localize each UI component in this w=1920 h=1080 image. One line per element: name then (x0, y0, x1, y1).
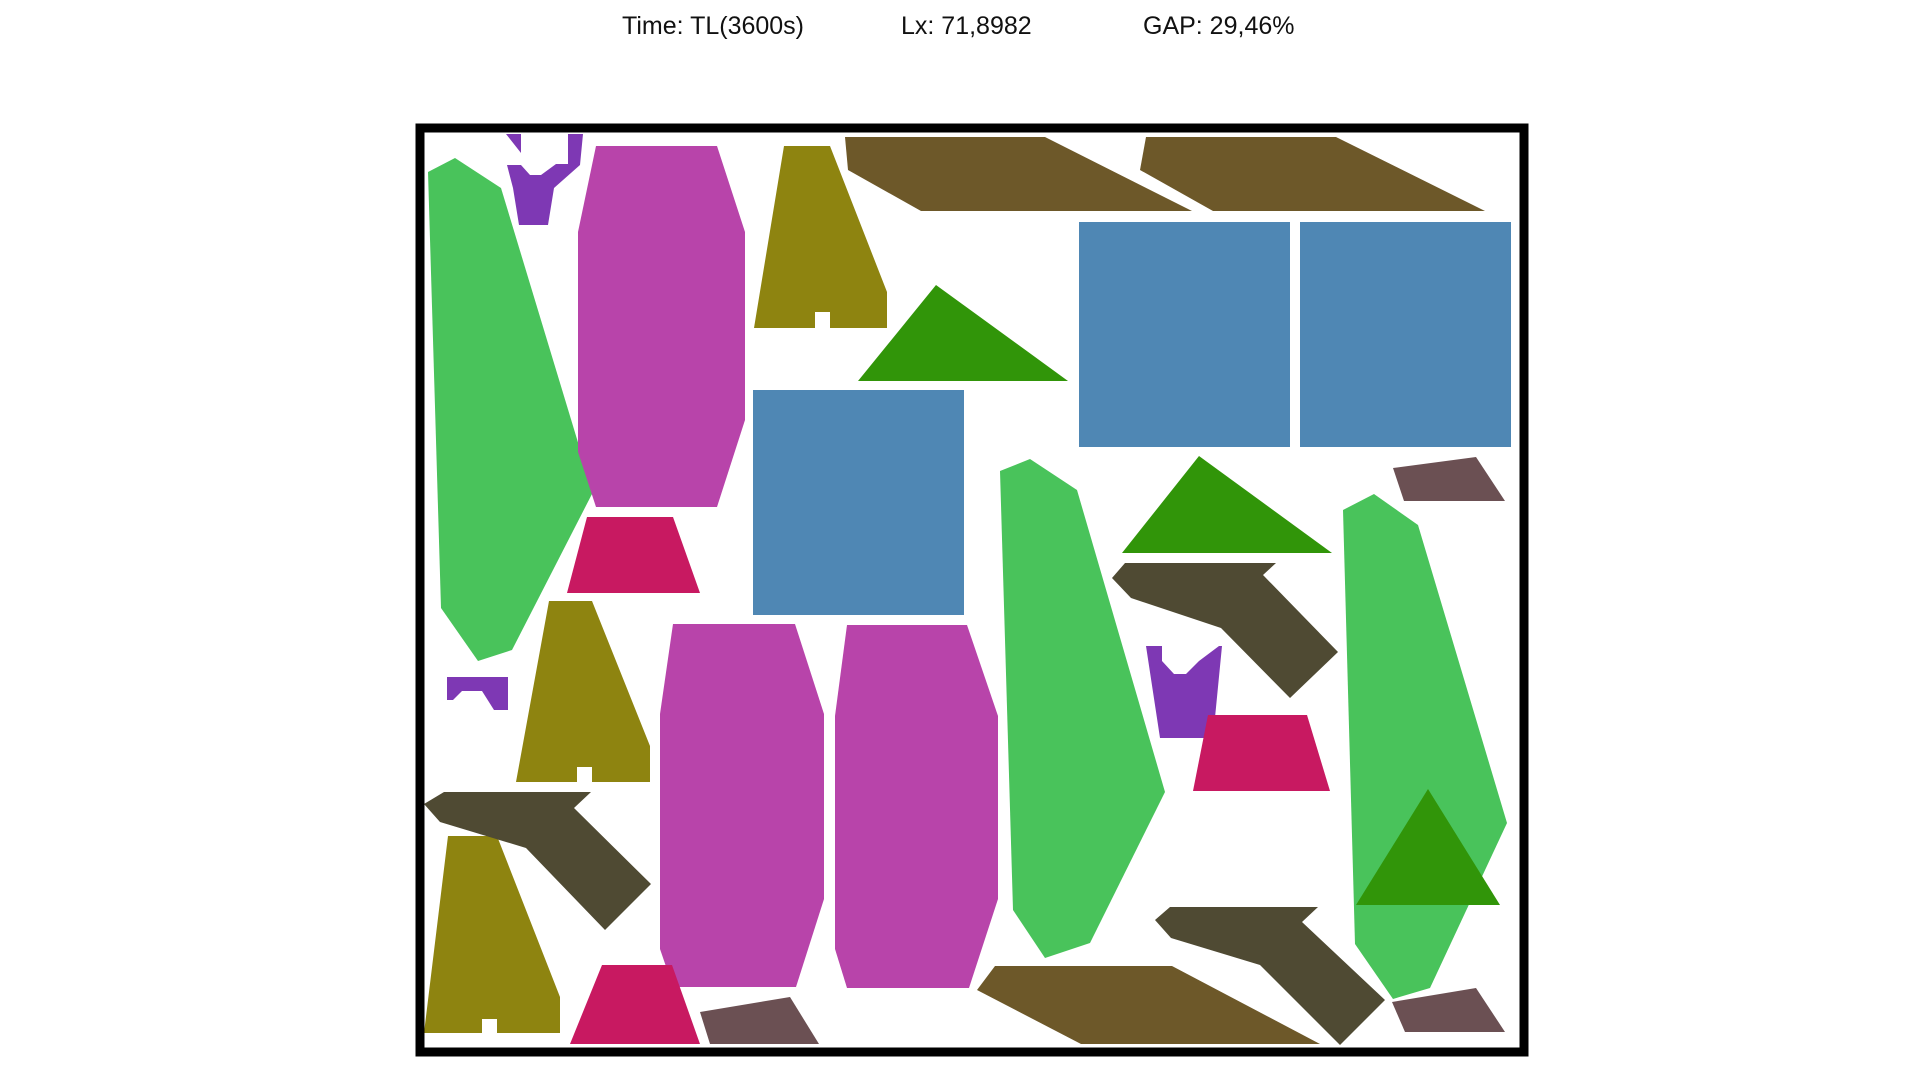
piece-green-triangle (858, 285, 1068, 381)
piece-purple-cup (434, 677, 508, 710)
piece-olive-a (754, 146, 887, 328)
piece-magenta-octagon (660, 624, 824, 987)
piece-green-triangle (1122, 456, 1332, 553)
pieces-group (424, 134, 1511, 1045)
container-border (415, 123, 1529, 1057)
piece-crimson-trapezoid (1193, 715, 1330, 791)
piece-purple-cup (1146, 646, 1222, 738)
strip-length-label: Lx: 71,8982 (901, 12, 1032, 40)
piece-blue-square (753, 390, 964, 615)
piece-blue-square (1300, 222, 1511, 447)
piece-green-triangle (1356, 789, 1500, 905)
piece-crimson-trapezoid (567, 517, 700, 593)
gap-label: GAP: 29,46% (1143, 12, 1295, 40)
piece-brown-parallelogram (845, 137, 1192, 211)
piece-dark-arrow (1112, 563, 1338, 698)
piece-dark-arrow (1155, 907, 1385, 1045)
piece-dark-arrow (424, 792, 651, 930)
piece-brown-parallelogram (977, 966, 1320, 1044)
piece-purple-cup (506, 134, 583, 225)
piece-brown-parallelogram (1140, 137, 1485, 211)
piece-mauve-quad (700, 997, 819, 1044)
time-limit-label: Time: TL(3600s) (622, 12, 805, 40)
piece-mauve-quad (1393, 457, 1505, 501)
piece-blue-square (1079, 222, 1290, 447)
piece-mauve-quad (1392, 988, 1505, 1032)
piece-magenta-octagon (835, 625, 998, 988)
piece-olive-a (424, 836, 560, 1033)
piece-green-leaf (1000, 459, 1165, 958)
piece-magenta-octagon (578, 146, 745, 507)
piece-green-leaf (1343, 494, 1507, 999)
piece-olive-a (516, 601, 650, 782)
piece-green-leaf (428, 158, 593, 661)
piece-crimson-trapezoid (570, 965, 700, 1044)
